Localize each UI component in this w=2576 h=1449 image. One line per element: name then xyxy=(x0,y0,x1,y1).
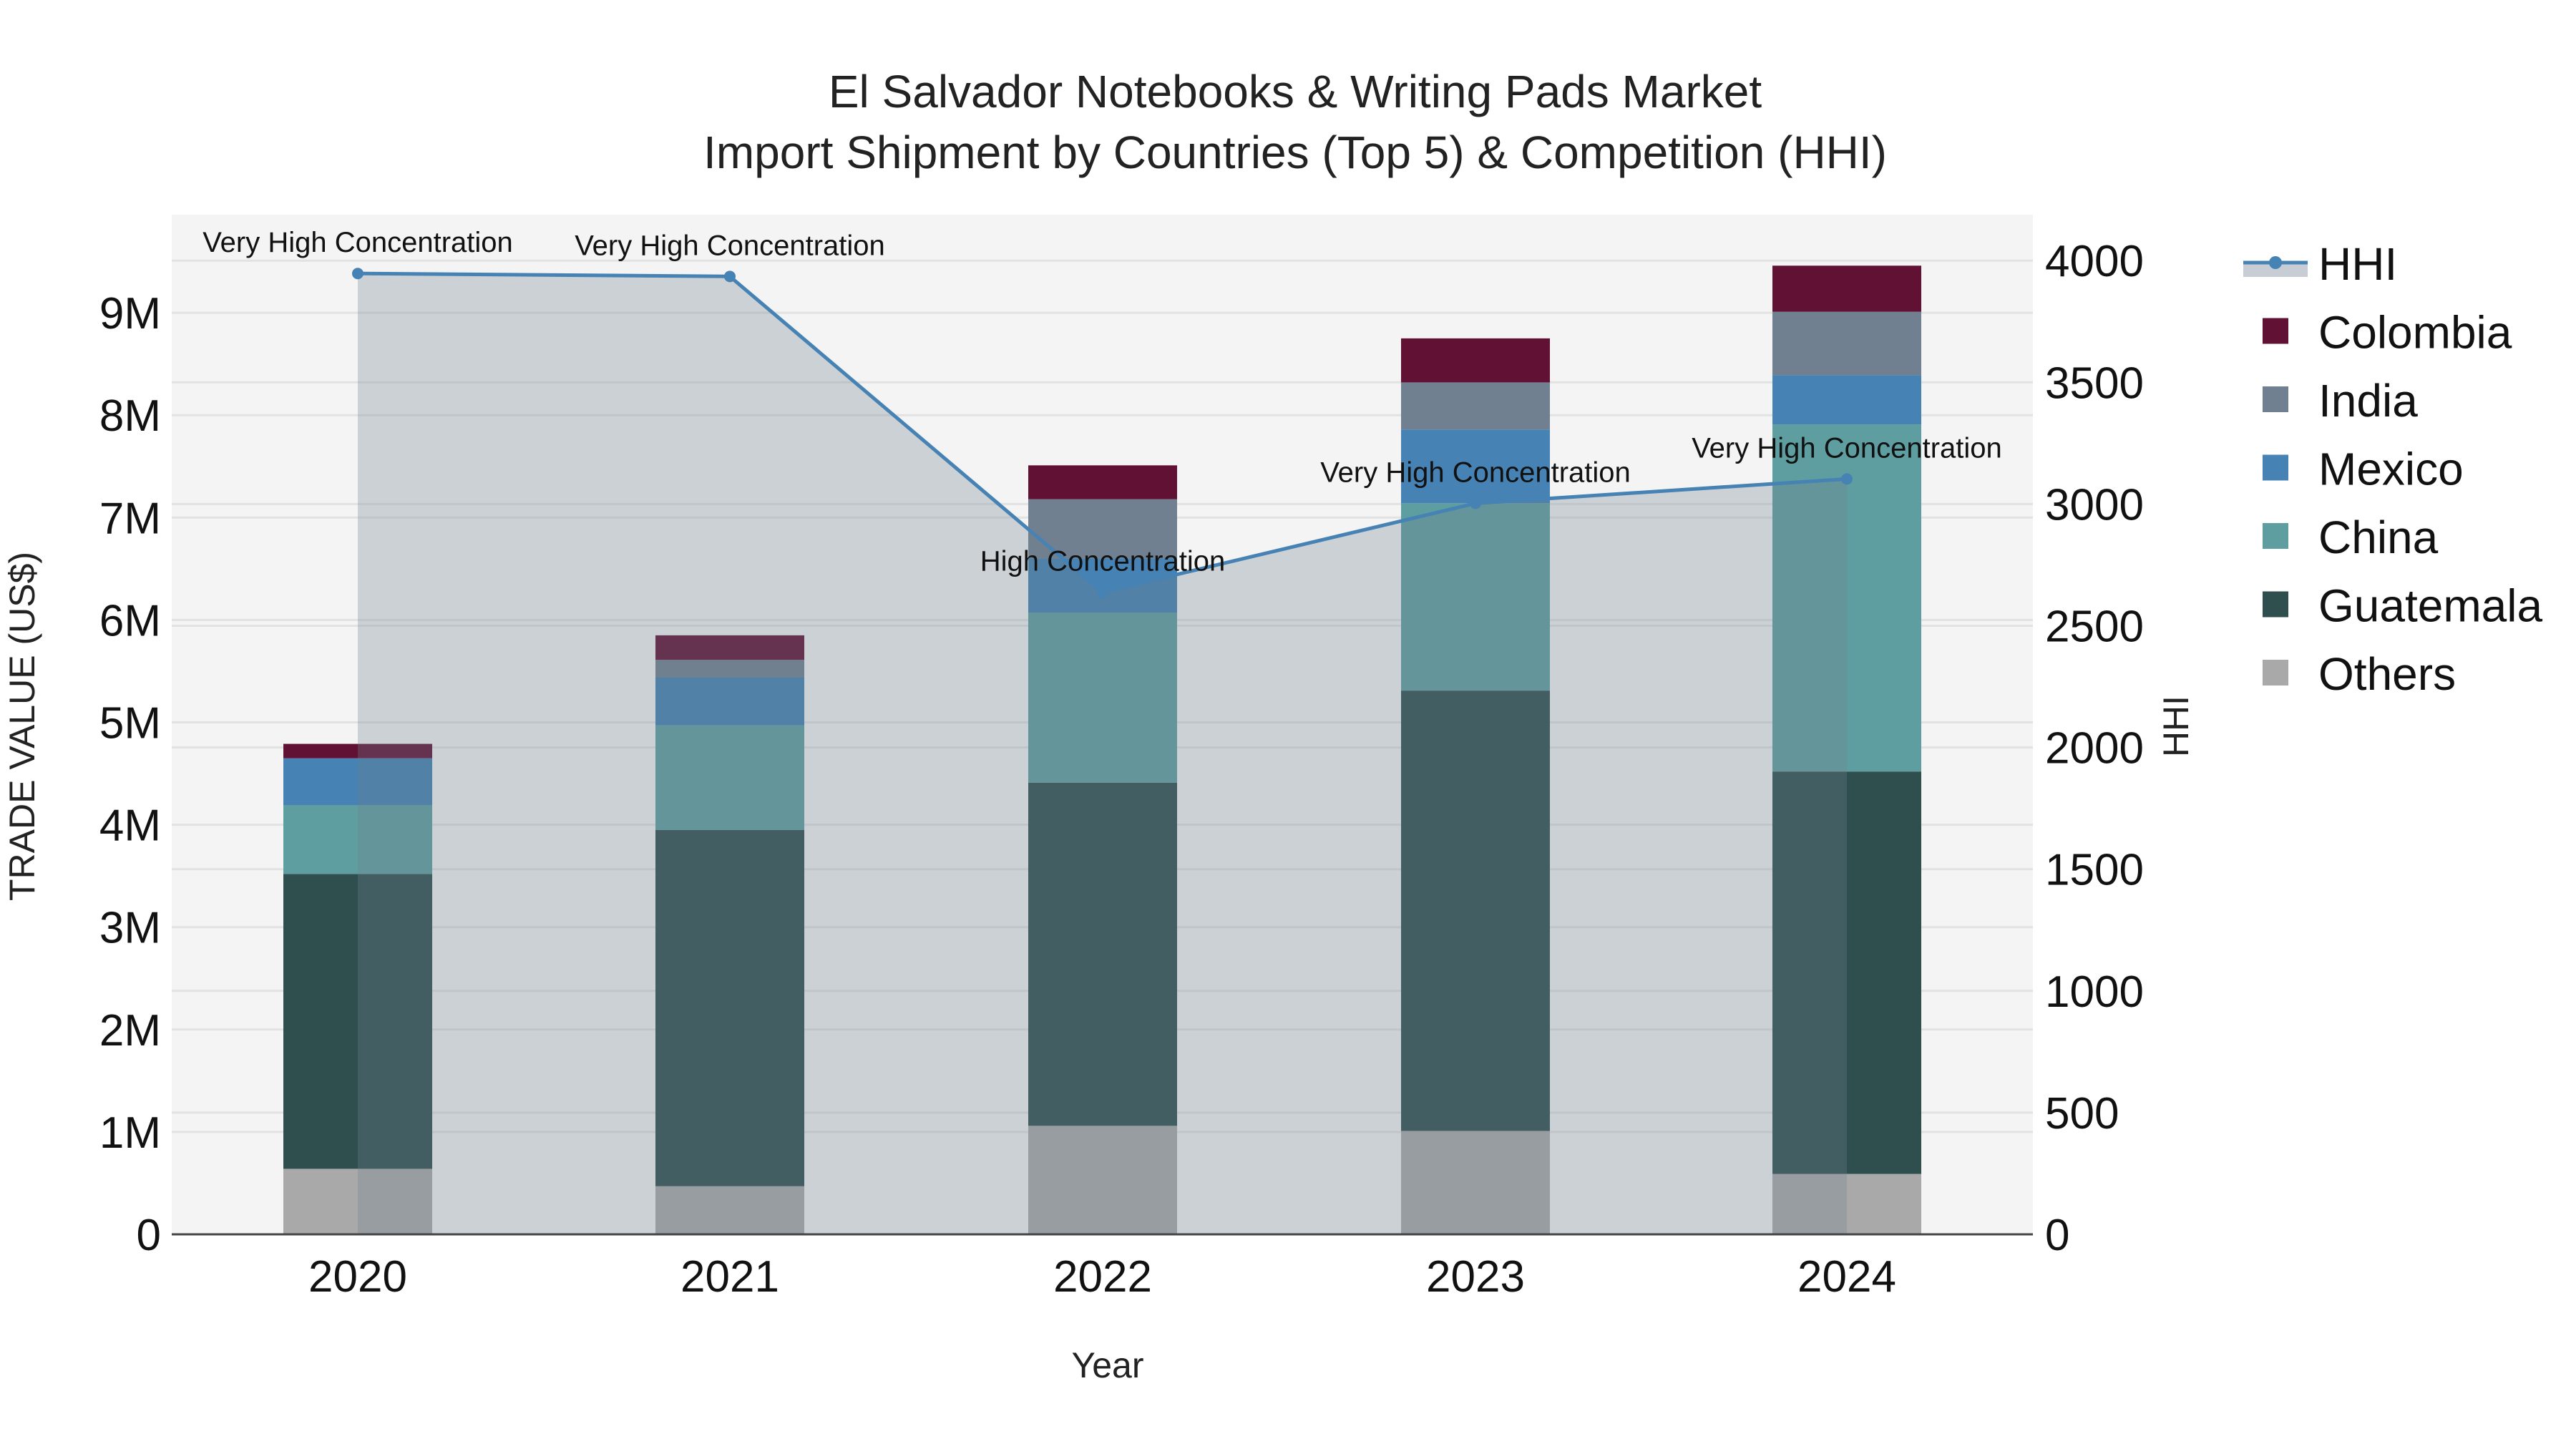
x-tick-label: 2024 xyxy=(1797,1252,1896,1302)
bar-segment-mexico[interactable] xyxy=(655,677,804,726)
x-tick-label: 2020 xyxy=(308,1252,407,1302)
bar-segment-colombia[interactable] xyxy=(1401,338,1550,383)
legend-item-hhi[interactable]: HHI xyxy=(2318,238,2397,290)
bar-segment-guatemala[interactable] xyxy=(1401,691,1550,1131)
bar-segment-china[interactable] xyxy=(1028,613,1177,783)
legend-item-guatemala[interactable]: Guatemala xyxy=(2318,580,2542,632)
hhi-annotation: Very High Concentration xyxy=(575,230,885,261)
hhi-line-series xyxy=(352,268,1853,1234)
legend-swatch-others xyxy=(2263,660,2288,686)
bar-segment-others[interactable] xyxy=(1772,1174,1921,1234)
legend-item-india[interactable]: India xyxy=(2318,375,2418,426)
y2-tick-label: 2000 xyxy=(2045,724,2144,774)
y-axis-ticks: 0 1M 2M 3M 4M 5M 6M 7M 8M 9M xyxy=(99,289,161,1260)
y2-tick-label: 4000 xyxy=(2045,237,2144,286)
legend-swatch-guatemala xyxy=(2263,591,2288,618)
hhi-annotation: Very High Concentration xyxy=(203,227,513,258)
hhi-marker[interactable] xyxy=(1470,497,1481,509)
y2-tick-label: 500 xyxy=(2045,1089,2119,1138)
hhi-marker[interactable] xyxy=(724,270,736,283)
bar-segment-india[interactable] xyxy=(1772,311,1921,376)
hhi-annotation: High Concentration xyxy=(980,546,1225,577)
bar-segment-others[interactable] xyxy=(1028,1126,1177,1234)
y-tick-label: 9M xyxy=(99,289,161,338)
legend-item-colombia[interactable]: Colombia xyxy=(2318,307,2512,358)
x-axis-ticks: 2020 2021 2022 2023 2024 xyxy=(308,1252,1896,1302)
legend-swatch-india xyxy=(2263,386,2288,412)
bar-segment-guatemala[interactable] xyxy=(655,829,804,1186)
hhi-annotation: Very High Concentration xyxy=(1692,432,2002,464)
y-axis-title: TRADE VALUE (US$) xyxy=(2,552,42,901)
bar-segment-colombia[interactable] xyxy=(283,743,432,758)
legend-item-others[interactable]: Others xyxy=(2318,648,2456,700)
hhi-annotation: Very High Concentration xyxy=(1320,457,1631,488)
y-tick-label: 7M xyxy=(99,494,161,543)
hhi-marker[interactable] xyxy=(1097,586,1108,598)
hhi-annotations: Very High Concentration Very High Concent… xyxy=(203,227,2002,577)
bar-segment-colombia[interactable] xyxy=(655,635,804,660)
legend-swatch-colombia xyxy=(2263,318,2288,344)
bar-segment-others[interactable] xyxy=(1401,1131,1550,1234)
y-tick-label: 2M xyxy=(99,1006,161,1055)
y2-tick-label: 3500 xyxy=(2045,358,2144,408)
x-axis-title: Year xyxy=(1071,1345,1143,1385)
bar-segment-mexico[interactable] xyxy=(1772,375,1921,425)
chart-title: El Salvador Notebooks & Writing Pads Mar… xyxy=(829,66,1762,117)
y2-axis-title: HHI xyxy=(2156,696,2196,757)
x-tick-label: 2022 xyxy=(1053,1252,1152,1302)
bar-segment-others[interactable] xyxy=(655,1186,804,1234)
bar-segment-india[interactable] xyxy=(1401,382,1550,430)
legend-item-mexico[interactable]: Mexico xyxy=(2318,444,2464,495)
hhi-marker[interactable] xyxy=(352,268,364,280)
hhi-area-fill xyxy=(358,273,1847,1234)
bar-segment-mexico[interactable] xyxy=(283,758,432,806)
x-tick-label: 2023 xyxy=(1426,1252,1525,1302)
bar-segment-guatemala[interactable] xyxy=(1772,771,1921,1174)
y-tick-label: 0 xyxy=(137,1211,161,1260)
y2-tick-label: 3000 xyxy=(2045,480,2144,530)
x-tick-label: 2021 xyxy=(680,1252,779,1302)
bar-segment-colombia[interactable] xyxy=(1772,265,1921,312)
y-tick-label: 3M xyxy=(99,904,161,953)
bar-segment-india[interactable] xyxy=(655,660,804,678)
bar-segment-mexico[interactable] xyxy=(1401,429,1550,504)
hhi-marker[interactable] xyxy=(1841,473,1853,485)
legend-swatch-china xyxy=(2263,523,2288,549)
bar-segment-china[interactable] xyxy=(1401,503,1550,691)
legend-hhi-fill-swatch xyxy=(2243,263,2308,277)
legend-hhi-marker-icon xyxy=(2269,256,2282,269)
bar-segment-guatemala[interactable] xyxy=(1028,782,1177,1126)
bar-segment-guatemala[interactable] xyxy=(283,874,432,1169)
bar-segment-others[interactable] xyxy=(283,1169,432,1234)
legend-item-china[interactable]: China xyxy=(2318,512,2439,563)
y-tick-label: 5M xyxy=(99,699,161,748)
y2-tick-label: 1000 xyxy=(2045,967,2144,1017)
y-tick-label: 8M xyxy=(99,391,161,441)
chart-subtitle: Import Shipment by Countries (Top 5) & C… xyxy=(703,127,1887,178)
bar-segment-colombia[interactable] xyxy=(1028,465,1177,499)
y-tick-label: 1M xyxy=(99,1108,161,1158)
bar-segment-china[interactable] xyxy=(655,725,804,830)
y2-tick-label: 1500 xyxy=(2045,846,2144,895)
legend-swatch-mexico xyxy=(2263,454,2288,481)
y-tick-label: 4M xyxy=(99,801,161,851)
legend: HHI Colombia India Mexico China Guatemala Othe… xyxy=(2243,238,2542,700)
bar-segment-mexico[interactable] xyxy=(1028,558,1177,613)
y-tick-label: 6M xyxy=(99,596,161,645)
y2-axis-ticks: 0 500 1000 1500 2000 2500 3000 3500 4000 xyxy=(2045,237,2144,1260)
bar-segment-china[interactable] xyxy=(283,805,432,874)
y2-tick-label: 0 xyxy=(2045,1211,2069,1260)
y2-tick-label: 2500 xyxy=(2045,602,2144,652)
